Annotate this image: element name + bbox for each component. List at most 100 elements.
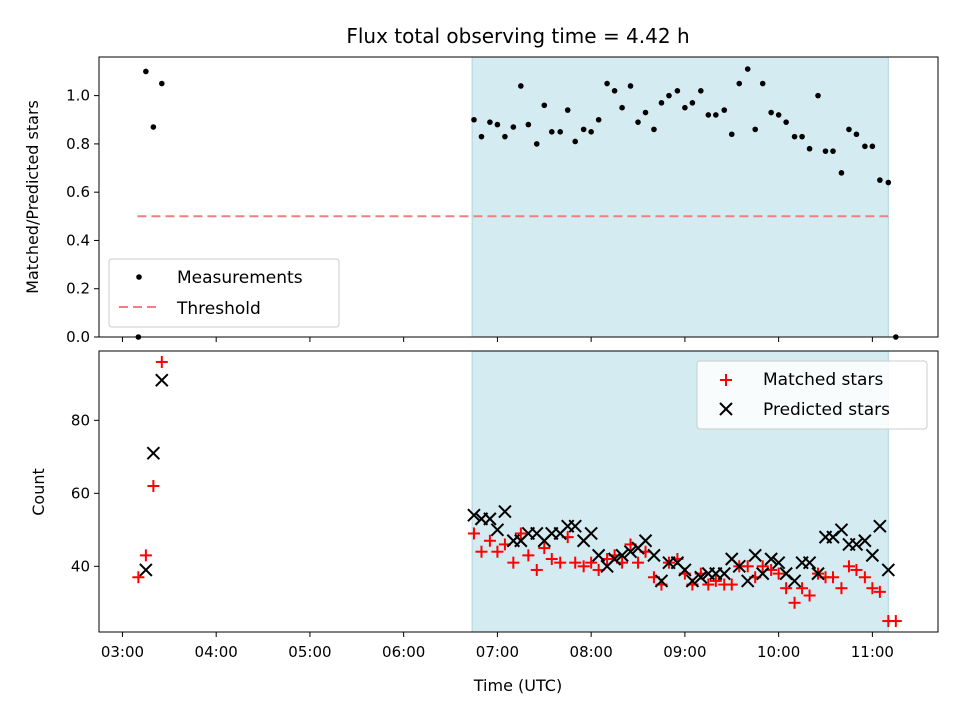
time-x-tick-label: 04:00 [195,643,238,661]
predicted-stars-series [139,373,896,588]
measurement-point [815,92,821,99]
matched-star-point [725,578,738,591]
count-legend-box [696,360,928,430]
legend-predicted-label: Predicted stars [763,400,890,420]
predicted-star-point [764,552,778,566]
predicted-star-point [732,559,746,574]
predicted-star-point [647,548,661,563]
predicted-star-point [685,574,700,588]
predicted-star-point [654,574,669,588]
legend-measurements-marker [136,274,142,280]
ratio-y-axis-label: Matched/Predicted stars [23,100,42,294]
measurement-point [862,143,868,150]
measurement-point [728,131,735,138]
matched-star-point [842,560,855,573]
ratio-legend: Measurements Threshold [108,258,340,328]
matched-star-point [741,560,754,573]
matched-star-point [530,563,543,576]
measurement-point [471,116,477,123]
measurement-point [736,80,743,87]
matched-star-point [827,571,840,584]
matched-star-point [483,534,496,547]
measurement-point [150,124,157,130]
measurement-point [651,126,657,133]
legend-predicted-marker [719,402,733,416]
predicted-star-point [694,570,708,584]
ratio-panel: 0.0 0.2 0.4 0.6 0.8 1.0 Matched/Predicted sta… [23,56,939,346]
matched-star-point [147,480,160,493]
predicted-star-point [802,555,817,570]
predicted-star-point [591,548,606,563]
matched-star-point [522,549,535,562]
measurement-point [494,121,501,128]
measurement-point [783,119,789,125]
measurement-point [705,112,712,118]
predicted-star-point [748,548,762,563]
predicted-star-point [483,512,497,526]
ratio-y-tick-label: 1.0 [66,87,90,105]
measurement-point [143,68,149,75]
chart-title: Flux total observing time = 4.42 h [346,24,689,48]
matched-star-point [803,589,816,602]
matched-star-point [545,553,558,566]
legend-matched-label: Matched stars [763,370,883,390]
predicted-star-point [139,563,153,577]
predicted-star-point [858,534,872,548]
measurement-point [752,126,759,133]
predicted-star-point [638,534,653,548]
predicted-star-point [498,504,512,519]
measurement-point [525,121,532,128]
ratio-y-tick-label: 0.6 [66,183,90,201]
matched-star-point [858,571,871,584]
measurement-point [572,138,579,145]
predicted-star-point [584,526,598,541]
matched-star-point [788,596,801,609]
measurement-point [557,129,564,135]
measurement-point [869,143,876,150]
measurement-point [478,133,485,140]
measurement-point [627,83,634,89]
legend-measurements-label: Measurements [177,268,303,288]
count-panel-ticks: 40 60 80 03:00 04:00 05:00 06:00 07:00 08:00 09:0… [71,411,894,661]
measurement-point [619,104,625,111]
predicted-star-point [873,519,887,533]
measurement-point [806,145,813,152]
matched-star-point [514,527,527,540]
measurement-point [635,119,641,125]
count-y-tick-label: 60 [71,484,90,502]
count-legend: Matched stars Predicted stars [696,360,928,430]
predicted-star-point [881,563,896,577]
measurement-point [658,100,665,106]
matched-star-point [507,556,520,569]
measurement-point [689,100,696,106]
measurement-point [595,116,602,123]
ratio-y-tick-label: 0.4 [66,231,90,249]
matched-star-point [796,582,809,595]
predicted-star-point [740,574,755,588]
measurement-point [510,124,517,130]
measurement-point [580,126,587,133]
time-x-tick-label: 06:00 [382,643,425,661]
predicted-star-point [717,566,731,581]
matched-star-point [569,556,582,569]
legend-matched-marker [720,374,732,386]
measurement-point [541,102,548,109]
predicted-star-point [146,446,161,460]
predicted-star-point [568,519,582,533]
observing-window-rect [471,56,889,338]
predicted-star-point [865,548,880,563]
ratio-y-tick-label: 0.0 [66,328,90,346]
matched-star-point [585,556,598,569]
measurements-series [135,66,899,340]
matched-star-point [632,556,645,569]
matched-star-point [850,563,863,576]
matched-star-point [467,527,480,540]
count-y-axis-label: Count [29,468,48,516]
time-x-tick-label: 03:00 [101,643,144,661]
measurement-point [853,131,860,138]
time-x-axis-label: Time (UTC) [473,676,562,695]
measurement-point [502,133,508,140]
count-panel: 40 60 80 03:00 04:00 05:00 06:00 07:00 08:00 09:0… [29,350,939,695]
observing-window-span-top [471,56,889,338]
